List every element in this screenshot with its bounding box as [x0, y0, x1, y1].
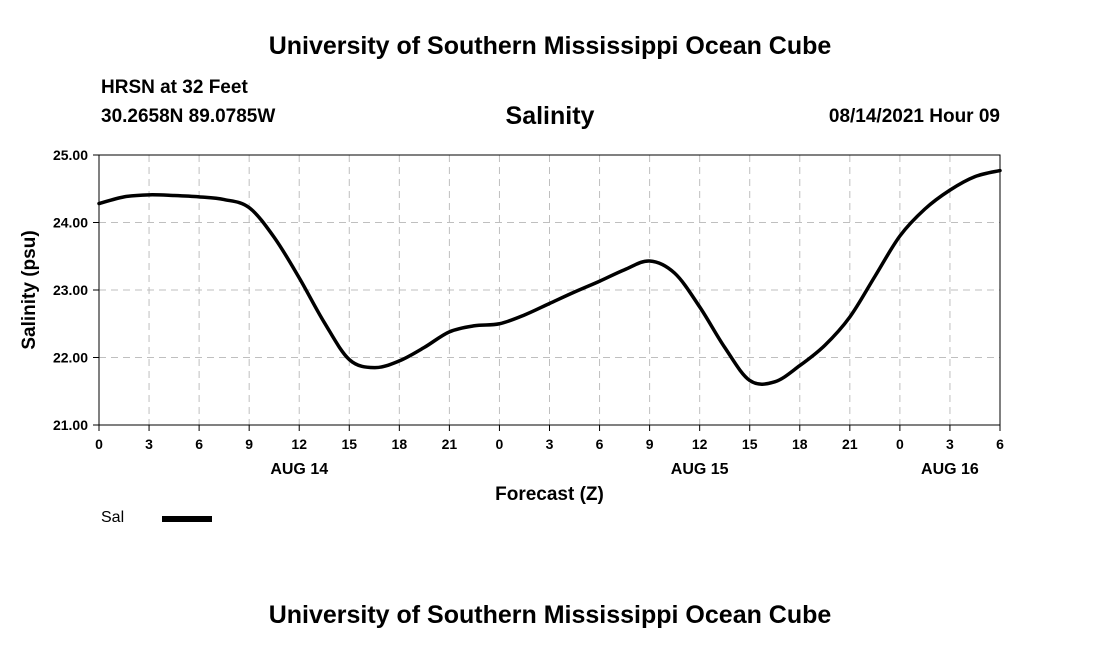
chart-top-title: University of Southern Mississippi Ocean…: [268, 32, 832, 60]
station-label: HRSN at 32 Feet: [101, 77, 248, 98]
forecast-datetime: 08/14/2021 Hour 09: [828, 106, 1000, 127]
x-tick-label: 6: [596, 436, 604, 452]
x-tick-label: 9: [245, 436, 253, 452]
x-tick-label: 3: [546, 436, 554, 452]
x-axis-title: Forecast (Z): [495, 484, 604, 505]
legend-line-swatch: [162, 516, 212, 522]
station-coordinates: 30.2658N 89.0785W: [101, 106, 276, 127]
x-tick-label: 12: [692, 436, 708, 452]
x-tick-label: 0: [896, 436, 904, 452]
x-tick-label: 21: [842, 436, 858, 452]
chart-variable-title: Salinity: [505, 102, 595, 130]
x-tick-label: 0: [95, 436, 103, 452]
chart-bottom-title: University of Southern Mississippi Ocean…: [268, 601, 832, 629]
legend-label: Sal: [101, 509, 125, 526]
date-label: AUG 16: [921, 461, 979, 478]
x-tick-label: 3: [946, 436, 954, 452]
y-tick-label: 25.00: [53, 147, 88, 163]
x-tick-label: 6: [996, 436, 1004, 452]
x-tick-label: 3: [145, 436, 153, 452]
date-label: AUG 14: [270, 461, 328, 478]
x-tick-label: 6: [195, 436, 203, 452]
x-tick-label: 9: [646, 436, 654, 452]
y-tick-label: 22.00: [53, 350, 88, 366]
date-label: AUG 15: [671, 461, 729, 478]
y-tick-label: 23.00: [53, 282, 88, 298]
x-tick-label: 15: [742, 436, 758, 452]
y-tick-label: 21.00: [53, 417, 88, 433]
y-tick-label: 24.00: [53, 215, 88, 231]
salinity-series-line: [97, 168, 1002, 386]
x-tick-label: 0: [496, 436, 504, 452]
x-tick-label: 12: [291, 436, 307, 452]
x-tick-label: 15: [341, 436, 357, 452]
x-tick-label: 18: [392, 436, 408, 452]
x-tick-label: 21: [442, 436, 458, 452]
x-tick-label: 18: [792, 436, 808, 452]
y-axis-title: Salinity (psu): [19, 230, 40, 349]
